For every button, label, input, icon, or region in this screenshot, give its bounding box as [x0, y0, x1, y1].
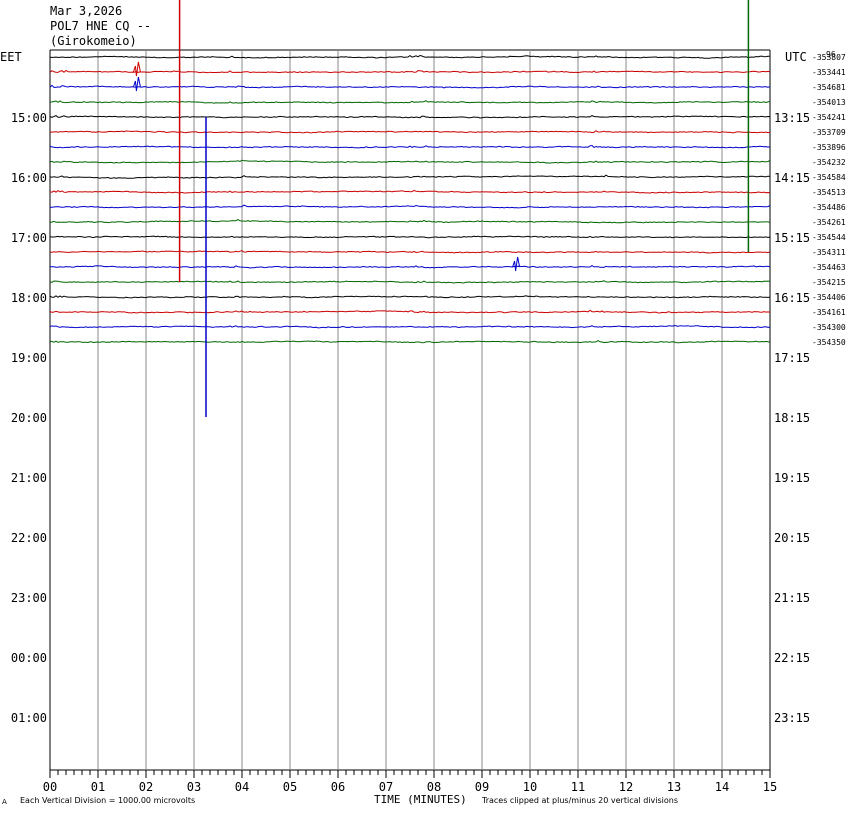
- x-tick-label: 08: [427, 780, 441, 794]
- right-hour-label: 20:15: [774, 531, 810, 545]
- event-spike: [512, 256, 521, 272]
- chart-date: Mar 3,2026: [50, 4, 123, 18]
- left-hour-label: 20:00: [11, 411, 47, 425]
- right-hour-label: 18:15: [774, 411, 810, 425]
- left-hour-label: 19:00: [11, 351, 47, 365]
- x-tick-label: 10: [523, 780, 537, 794]
- trace-offset-label: -354584: [812, 173, 846, 182]
- trace-offset-label: -354544: [812, 233, 846, 242]
- x-tick-label: 15: [763, 780, 777, 794]
- x-tick-label: 09: [475, 780, 489, 794]
- trace-offset-label: -354406: [812, 293, 846, 302]
- seismic-trace: [49, 100, 771, 104]
- right-hour-label: 23:15: [774, 711, 810, 725]
- seismic-trace: [49, 144, 771, 149]
- left-hour-label: 16:00: [11, 171, 47, 185]
- x-tick-label: 01: [91, 780, 105, 794]
- event-spike: [132, 61, 141, 77]
- trace-offset-label: -354463: [812, 263, 846, 272]
- trace-offset-label: -354311: [812, 248, 846, 257]
- seismic-trace: [49, 130, 771, 134]
- trace-offset-label: -354232: [812, 158, 846, 167]
- seismic-trace: [49, 340, 771, 344]
- station-code: POL7 HNE CQ --: [50, 19, 152, 33]
- x-tick-label: 13: [667, 780, 681, 794]
- trace-offset-label: -354241: [812, 113, 846, 122]
- seismic-trace: [49, 174, 771, 179]
- seismic-trace: [50, 250, 771, 254]
- x-axis-title: TIME (MINUTES): [374, 793, 467, 806]
- grid-lines: [49, 49, 771, 778]
- seismic-trace: [49, 204, 771, 209]
- right-hour-label: 17:15: [774, 351, 810, 365]
- right-hour-label: 14:15: [774, 171, 810, 185]
- left-hour-label: 22:00: [11, 531, 47, 545]
- seismic-trace: [49, 115, 771, 119]
- seismic-trace: [49, 325, 771, 329]
- right-hour-label: 15:15: [774, 231, 810, 245]
- left-hour-label: 21:00: [11, 471, 47, 485]
- event-spike: [132, 76, 141, 92]
- trace-offset-label: -353807: [812, 53, 846, 62]
- x-tick-label: 14: [715, 780, 729, 794]
- x-tick-label: 05: [283, 780, 297, 794]
- left-hour-label: 15:00: [11, 111, 47, 125]
- seismic-trace: [49, 295, 771, 299]
- trace-offset-label: -354486: [812, 203, 846, 212]
- left-axis-label: EET: [0, 50, 22, 64]
- left-hour-label: 23:00: [11, 591, 47, 605]
- scale-note: Each Vertical Division = 1000.00 microvo…: [20, 796, 196, 805]
- axis-labels: 00 01 02 03 04 05 06 07 08 09 10 11 12 13 14 15 EET UTC 15…: [0, 50, 846, 794]
- trace-offset-label: -354681: [812, 83, 846, 92]
- x-tick-label: 00: [43, 780, 57, 794]
- x-tick-label: 12: [619, 780, 633, 794]
- seismic-trace: [49, 84, 771, 89]
- left-hour-label: 18:00: [11, 291, 47, 305]
- left-hour-label: 01:00: [11, 711, 47, 725]
- trace-offset-label: -354350: [812, 338, 846, 347]
- right-hour-label: 19:15: [774, 471, 810, 485]
- right-axis-label: UTC: [785, 50, 807, 64]
- trace-group: [49, 54, 771, 344]
- station-location: (Girokomeio): [50, 34, 137, 48]
- trace-offset-label: -353896: [812, 143, 846, 152]
- left-hour-label: 17:00: [11, 231, 47, 245]
- right-hour-label: 21:15: [774, 591, 810, 605]
- seismic-trace: [49, 219, 771, 224]
- seismic-trace: [49, 235, 771, 239]
- seismic-trace: [49, 189, 771, 194]
- right-hour-label: 16:15: [774, 291, 810, 305]
- trace-offset-label: -354215: [812, 278, 846, 287]
- trace-offset-label: -354300: [812, 323, 846, 332]
- corner-mark: A: [2, 798, 7, 806]
- seismic-trace: [49, 264, 771, 269]
- trace-offset-label: -353441: [812, 68, 846, 77]
- top-right-mark: 96: [826, 50, 836, 59]
- x-tick-label: 02: [139, 780, 153, 794]
- trace-offset-label: -354513: [812, 188, 846, 197]
- trace-offset-label: -354013: [812, 98, 846, 107]
- trace-offset-label: -353709: [812, 128, 846, 137]
- seismic-trace: [49, 309, 771, 314]
- right-hour-label: 22:15: [774, 651, 810, 665]
- x-tick-label: 07: [379, 780, 393, 794]
- x-tick-label: 04: [235, 780, 249, 794]
- trace-offset-label: -354261: [812, 218, 846, 227]
- left-hour-label: 00:00: [11, 651, 47, 665]
- right-hour-label: 13:15: [774, 111, 810, 125]
- clip-note: Traces clipped at plus/minus 20 vertical…: [482, 796, 679, 805]
- seismic-trace: [49, 159, 771, 164]
- x-tick-label: 03: [187, 780, 201, 794]
- event-group: [132, 0, 750, 417]
- seismic-trace: [49, 54, 771, 59]
- trace-offset-label: -354161: [812, 308, 846, 317]
- seismic-trace: [49, 280, 771, 284]
- seismic-trace: [49, 69, 771, 74]
- x-tick-label: 06: [331, 780, 345, 794]
- x-tick-label: 11: [571, 780, 585, 794]
